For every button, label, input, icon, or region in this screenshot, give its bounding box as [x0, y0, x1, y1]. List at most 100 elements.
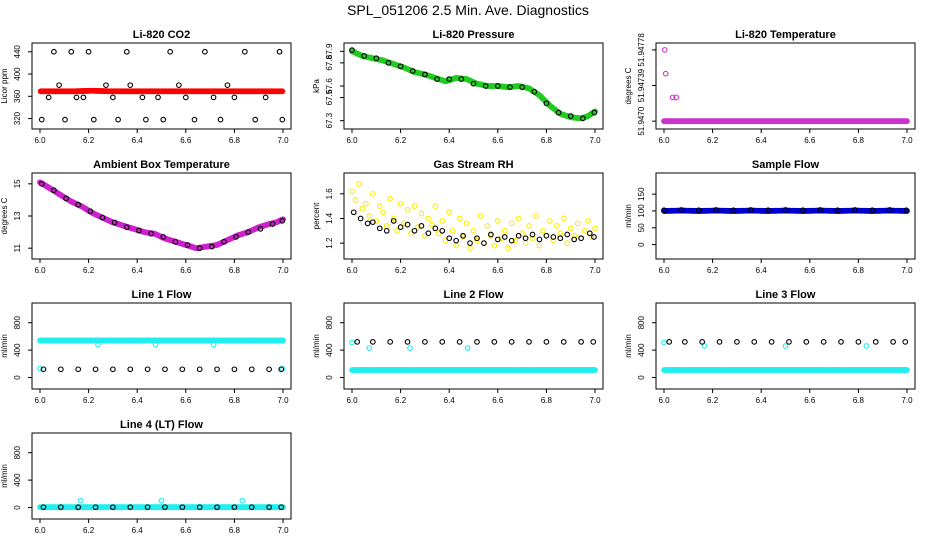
- data-point: [356, 181, 362, 187]
- data-point: [477, 213, 484, 219]
- chart-title: Line 1 Flow: [132, 289, 192, 301]
- data-point: [863, 343, 870, 349]
- data-point: [803, 339, 810, 345]
- data-point: [77, 497, 84, 504]
- data-point: [526, 223, 532, 229]
- data-point: [231, 94, 238, 101]
- x-tick-label: 6.0: [658, 136, 670, 145]
- series-1-s-data: [661, 367, 910, 373]
- data-point: [678, 207, 685, 213]
- data-point: [179, 366, 186, 373]
- data-point: [383, 223, 390, 229]
- x-tick-label: 7.0: [277, 266, 289, 275]
- data-point: [567, 225, 574, 232]
- data-point: [92, 366, 99, 373]
- data-point: [376, 203, 383, 209]
- series-1-s-data: [661, 118, 910, 125]
- data-point: [75, 201, 82, 208]
- data-point: [38, 180, 45, 187]
- data-point: [531, 88, 538, 95]
- y-tick-label: 400: [637, 343, 646, 357]
- data-point: [241, 48, 248, 55]
- data-point: [363, 200, 369, 207]
- plot-frame: [31, 302, 292, 390]
- x-tick-label: 6.8: [541, 396, 553, 405]
- data-point: [99, 214, 106, 221]
- y-tick-label: 0: [637, 375, 646, 380]
- data-point: [543, 232, 550, 239]
- x-tick-label: 6.0: [346, 266, 358, 275]
- data-point: [838, 339, 844, 345]
- data-point: [95, 341, 101, 348]
- data-point: [208, 243, 215, 250]
- x-tick-label: 6.2: [707, 136, 719, 145]
- data-point: [354, 339, 361, 345]
- data-point: [279, 116, 286, 123]
- series-1-s-data: [349, 48, 598, 122]
- data-point: [37, 365, 43, 372]
- data-point: [385, 60, 392, 66]
- y-tick-label: 100: [637, 204, 646, 218]
- data-point: [491, 242, 498, 249]
- chart-ambient: Ambient Box Temperature degrees C 6.0 6.2 6.…: [0, 159, 292, 275]
- chart-rh: Gas Stream RH percent 6.0 6.2 6.4 6.6 6.8 7.0 1.…: [312, 159, 604, 275]
- data-point: [210, 341, 217, 348]
- data-point: [560, 339, 567, 345]
- data-point: [182, 94, 189, 101]
- data-point: [123, 224, 130, 231]
- data-point: [233, 234, 239, 240]
- x-tick-label: 6.8: [229, 526, 241, 535]
- data-point: [768, 339, 775, 345]
- x-tick-label: 6.8: [853, 136, 865, 145]
- data-point: [699, 339, 706, 345]
- x-tick-label: 6.2: [83, 266, 95, 275]
- data-point: [390, 215, 397, 222]
- data-point: [716, 339, 723, 345]
- data-point: [196, 504, 203, 511]
- data-point: [463, 220, 470, 227]
- data-point: [515, 232, 522, 239]
- data-point: [369, 339, 376, 345]
- data-point: [578, 235, 584, 242]
- data-point: [481, 240, 487, 246]
- y-tick-label: 51.94778: [637, 33, 646, 67]
- chart-title: Line 2 Flow: [444, 289, 504, 301]
- y-tick-label: 1.6: [325, 188, 334, 200]
- data-point: [160, 116, 167, 123]
- data-point: [730, 207, 737, 214]
- y-axis-label: degrees C: [0, 197, 9, 234]
- data-point: [366, 213, 373, 219]
- y-tick-label: 50: [637, 223, 646, 232]
- chart-title: Gas Stream RH: [433, 159, 513, 171]
- data-point: [266, 366, 272, 373]
- x-tick-label: 6.6: [180, 266, 192, 275]
- data-point: [526, 339, 532, 345]
- y-tick-label: 67.8: [325, 55, 334, 71]
- data-point: [852, 207, 858, 213]
- data-point: [453, 242, 459, 249]
- data-point: [127, 82, 134, 89]
- data-point: [592, 225, 598, 232]
- data-point: [501, 234, 508, 240]
- data-point: [547, 218, 553, 224]
- y-tick-label: 360: [13, 89, 22, 103]
- data-point: [63, 195, 69, 202]
- page-title: SPL_051206 2.5 Min. Ave. Diagnostics: [347, 2, 589, 18]
- data-point: [701, 343, 708, 349]
- data-point: [214, 504, 220, 511]
- data-point: [425, 215, 432, 222]
- data-point: [474, 237, 480, 244]
- data-point: [252, 116, 259, 123]
- y-tick-label: 0: [637, 242, 646, 247]
- data-point: [869, 207, 876, 214]
- data-point: [387, 339, 394, 345]
- chart-co2: Li-820 CO2 Licor ppm 6.0 6.2 6.4 6.6 6.8 7.0 320…: [0, 29, 292, 145]
- x-tick-label: 6.2: [707, 396, 719, 405]
- data-point: [512, 237, 519, 244]
- data-point: [484, 223, 491, 229]
- data-point: [179, 504, 186, 511]
- x-tick-label: 6.2: [707, 266, 719, 275]
- data-point: [191, 116, 198, 123]
- x-tick-label: 6.8: [853, 396, 865, 405]
- series-spikes: [77, 497, 246, 504]
